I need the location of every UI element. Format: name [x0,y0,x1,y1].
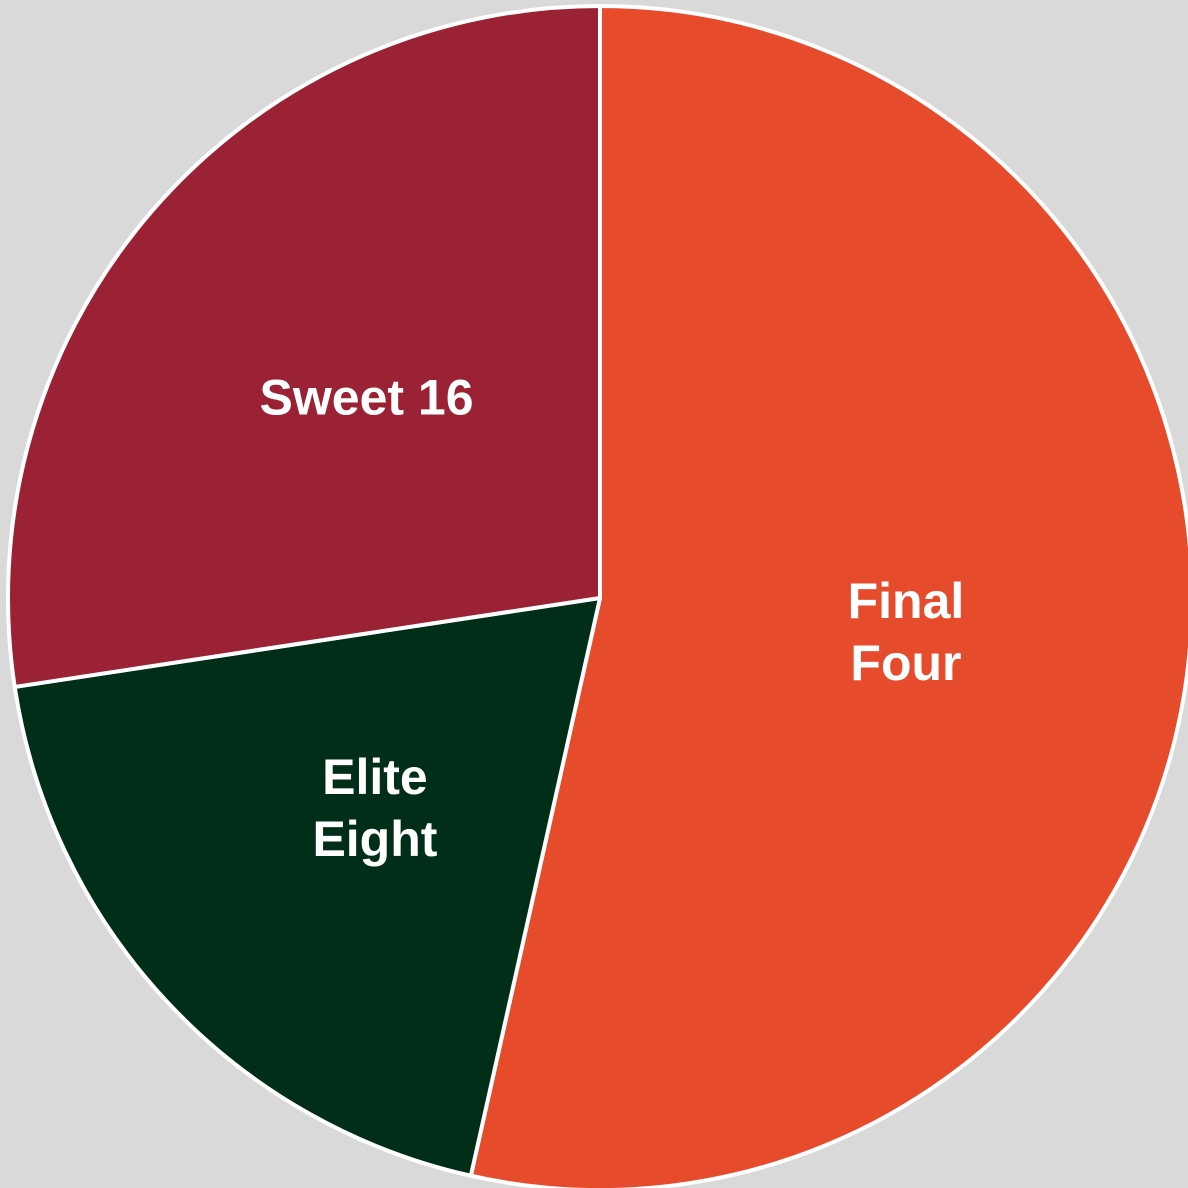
pie-label-sweet-16: Sweet 16 [260,369,474,425]
pie-slice-final-four [468,4,1188,1188]
pie-label-final-four: Final Four [848,573,965,691]
pie-slice-sweet-16 [6,4,602,689]
pie-slices [6,4,1188,1188]
pie-slice-elite-eight [12,596,602,1178]
pie-labels: Final Four Elite Eight Sweet 16 [260,369,965,867]
pie-label-elite-eight: Elite Eight [312,749,437,867]
